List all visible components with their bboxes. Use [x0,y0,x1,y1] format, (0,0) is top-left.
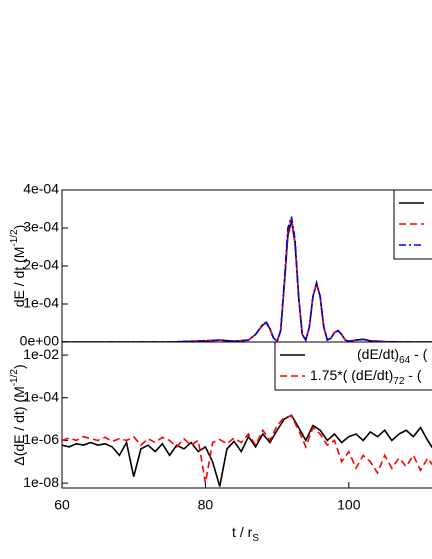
x-tick-label: 80 [198,497,214,513]
legend-label-part: - ( [404,367,421,383]
legend-label-part: (dE/dt) [357,346,399,362]
series-line [62,216,432,342]
series-line [62,218,432,342]
y-tick-label: 1e-04 [23,388,59,404]
x-tick-label: 60 [54,497,70,513]
legend-label: (dE/dt)64 - ( [357,346,428,366]
x-axis-label-part: t / r [232,524,253,540]
legend-label: 1.75*( (dE/dt)72 - ( [310,367,422,387]
y-axis-label-part: Δ(dE / dt) (M [11,386,27,465]
series-line [62,415,432,484]
plot-area [62,414,432,487]
y-tick-label: 3e-04 [23,219,59,235]
y-axis-label-part: -1/2 [9,229,20,247]
y-tick-label: 2e-04 [23,257,59,273]
x-axis-label-part: S [252,533,259,544]
y-axis-label-part: -1/2 [9,369,20,387]
series-line [62,414,432,487]
y-axis-label: dE / dt (M-1/2) [9,225,27,308]
legend-label-part: 1.75*( (dE/dt) [310,367,393,383]
y-axis-label: Δ(dE / dt) (M-1/2) [9,364,27,465]
axis-frame [61,341,432,489]
x-tick-label: 100 [337,497,361,513]
y-tick-label: 1e-06 [23,431,59,447]
x-axis-label: t / rS [232,524,259,544]
legend-label-part: 72 [393,376,405,387]
plot-area [62,216,432,342]
series-line [62,220,432,342]
y-tick-label: 1e-08 [23,474,59,490]
axis-frame [61,189,432,343]
legend-box [274,341,432,391]
legend-label-part: - ( [410,346,427,362]
y-tick-label: 4e-04 [23,181,59,197]
y-tick-label: 1e-04 [23,295,59,311]
y-axis-label-part: ) [11,225,27,230]
legend-label-part: 64 [399,355,411,366]
y-axis-label-part: dE / dt (M [11,247,27,308]
y-tick-label: 1e-02 [23,346,59,362]
y-axis-label-part: ) [11,364,27,369]
y-tick-label: 0e+00 [20,333,60,349]
